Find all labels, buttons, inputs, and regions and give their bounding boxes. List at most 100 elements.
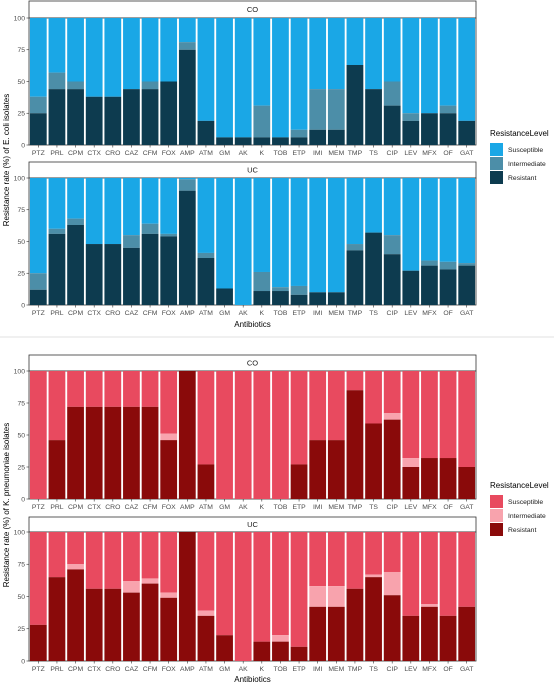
bar-susceptible [458, 371, 476, 467]
bar-resistant [421, 458, 438, 499]
x-tick-label: TMP [348, 150, 363, 157]
bar-caz [123, 371, 140, 499]
bar-intermediate [160, 233, 178, 237]
bar-susceptible [421, 18, 438, 114]
bar-ts [365, 371, 382, 499]
bar-intermediate [160, 433, 178, 441]
x-tick-label: TOB [274, 666, 288, 673]
bar-intermediate [160, 592, 178, 598]
bar-intermediate [458, 263, 476, 266]
x-tick-label: CAZ [125, 504, 139, 511]
facet-strip-label: CO [247, 5, 258, 14]
x-tick-label: FOX [162, 504, 176, 511]
x-tick-label: AMP [180, 666, 195, 673]
bar-resistant [272, 641, 289, 661]
x-tick-label: TS [369, 666, 378, 673]
bar-susceptible [327, 18, 345, 90]
bar-susceptible [197, 532, 215, 611]
bar-mfx [421, 371, 438, 499]
bar-resistant [365, 423, 382, 499]
bar-intermediate [29, 96, 47, 114]
bar-intermediate [178, 42, 196, 50]
bar-susceptible [309, 178, 327, 293]
bar-susceptible [365, 532, 382, 575]
x-tick-label: TOB [274, 504, 288, 511]
x-tick-label: OF [443, 310, 452, 317]
bar-susceptible [346, 178, 364, 245]
bar-gm [216, 371, 233, 499]
bar-susceptible [160, 18, 178, 82]
bar-cpm [67, 532, 84, 661]
x-tick-label: TMP [348, 310, 363, 317]
bar-resistant [458, 120, 476, 145]
bar-susceptible [29, 18, 47, 97]
bar-resistant [141, 583, 159, 661]
bar-susceptible [253, 371, 271, 499]
bar-ak [234, 371, 252, 499]
bar-resistant [309, 606, 327, 661]
bar-lev [402, 18, 420, 145]
x-tick-label: CRO [105, 666, 120, 673]
bar-cfm [141, 371, 159, 499]
bar-susceptible [85, 532, 103, 589]
bar-resistant [67, 89, 84, 145]
y-tick-label: 50 [17, 239, 25, 246]
bar-intermediate [365, 574, 382, 578]
bar-resistant [67, 224, 84, 305]
bar-resistant [104, 96, 122, 145]
x-tick-label: IMI [313, 666, 323, 673]
bar-intermediate [327, 89, 345, 130]
y-tick-label: 0 [21, 142, 25, 149]
bar-intermediate [141, 223, 159, 234]
x-tick-label: GAT [460, 504, 473, 511]
x-tick-label: MFX [422, 504, 437, 511]
bar-susceptible [383, 371, 401, 414]
bar-resistant [178, 371, 196, 499]
x-tick-label: ETP [292, 504, 306, 511]
bar-susceptible [327, 178, 345, 293]
bar-susceptible [346, 18, 364, 65]
x-tick-label: GAT [460, 150, 473, 157]
x-tick-label: PRL [50, 150, 63, 157]
x-tick-label: LEV [404, 310, 417, 317]
x-tick-label: MEM [328, 666, 344, 673]
bar-intermediate [383, 413, 401, 420]
bar-resistant [290, 294, 308, 305]
bar-susceptible [67, 532, 84, 565]
bar-susceptible [402, 532, 420, 616]
bar-resistant [327, 606, 345, 661]
bar-resistant [29, 624, 47, 661]
bar-fox [160, 18, 178, 145]
x-tick-label: ATM [199, 666, 213, 673]
bar-resistant [290, 646, 308, 661]
x-axis-title: Antibiotics [234, 675, 270, 684]
bar-tmp [346, 18, 364, 145]
bar-resistant [104, 406, 122, 499]
bar-intermediate [123, 581, 140, 593]
bar-susceptible [439, 18, 457, 106]
y-tick-label: 0 [21, 302, 25, 309]
panel-co: CO 0 25 50 75 100 PTZ PRL CPM CTX CRO CAZ CFM FOX AMP A… [14, 0, 477, 157]
bar-resistant [253, 137, 271, 145]
bar-intermediate [178, 179, 196, 191]
bar-tob [272, 18, 289, 145]
bar-susceptible [141, 371, 159, 407]
bar-susceptible [48, 18, 66, 73]
bar-resistant [48, 440, 66, 499]
bar-susceptible [141, 532, 159, 579]
y-tick-label: 100 [14, 529, 26, 536]
x-tick-label: CIP [387, 310, 399, 317]
bar-intermediate [67, 564, 84, 570]
bar-resistant [439, 615, 457, 661]
bar-tmp [346, 178, 364, 305]
bar-resistant [234, 137, 252, 145]
y-tick-label: 50 [17, 432, 25, 439]
x-tick-label: PTZ [32, 310, 45, 317]
bar-amp [178, 178, 196, 305]
bar-susceptible [67, 371, 84, 407]
x-tick-label: CFM [143, 150, 158, 157]
legend-key-susceptible [490, 495, 503, 508]
legend-key-resistant [490, 523, 503, 536]
x-tick-label: PTZ [32, 504, 45, 511]
x-tick-label: ATM [199, 310, 213, 317]
